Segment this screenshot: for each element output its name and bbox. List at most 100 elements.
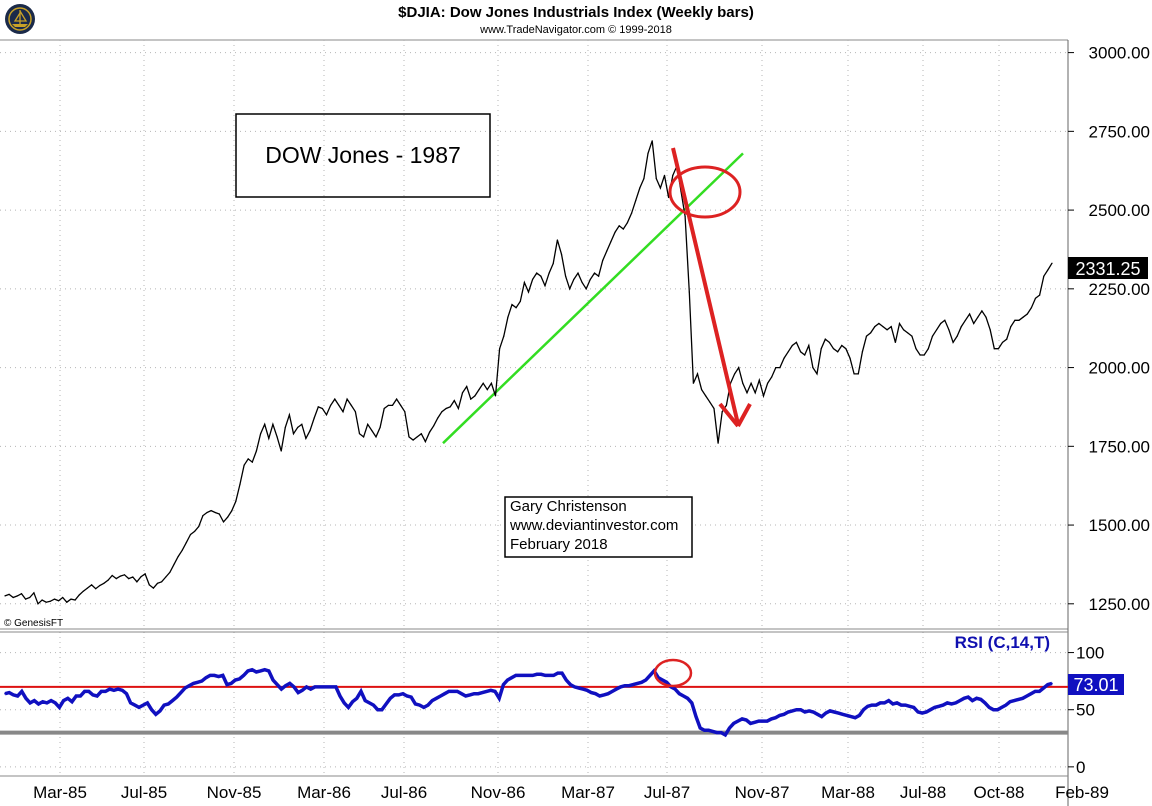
price-point (107, 579, 109, 581)
price-point (231, 510, 233, 512)
rsi-point (892, 703, 894, 705)
price-point (878, 322, 880, 325)
rsi-point (150, 708, 153, 711)
price-point (812, 367, 814, 369)
rsi-point (238, 678, 241, 680)
rsi-point (640, 681, 643, 684)
price-point (466, 385, 468, 388)
price-point (251, 461, 253, 463)
rsi-point (858, 714, 861, 717)
price-point (622, 228, 624, 230)
price-point (383, 407, 385, 410)
price-point (255, 450, 257, 452)
rsi-point (381, 708, 383, 711)
price-point (692, 382, 695, 384)
rsi-point (862, 708, 865, 711)
price-point (95, 588, 97, 590)
rsi-point (854, 716, 856, 719)
price-point (408, 436, 410, 438)
rsi-point (92, 694, 94, 696)
rsi-point (728, 727, 731, 729)
price-point (214, 511, 216, 514)
price-point (911, 335, 913, 337)
rsi-point (552, 674, 555, 677)
price-point (915, 348, 917, 350)
price-point (103, 582, 105, 584)
price-point (91, 584, 93, 586)
rsi-point (163, 704, 165, 706)
price-point (486, 389, 488, 391)
price-point (1026, 313, 1028, 315)
price-points (4, 140, 1053, 605)
rsi-point (230, 682, 232, 685)
rsi-point (75, 695, 77, 697)
rsi-point (959, 699, 961, 702)
rsi-point (519, 674, 521, 677)
price-point (861, 351, 864, 353)
rsi-point (443, 692, 446, 695)
price-point (375, 436, 377, 438)
price-point (828, 341, 831, 343)
price-point (1047, 269, 1049, 271)
rsi-point (816, 713, 819, 716)
rsi-point (573, 686, 576, 688)
price-point (66, 601, 68, 603)
rsi-point (611, 690, 614, 693)
price-point (882, 326, 884, 328)
rsi-point (1013, 699, 1016, 702)
price-gridlines (0, 52, 1068, 605)
price-point (663, 174, 666, 176)
peak-circle (668, 165, 742, 219)
rsi-point (665, 681, 668, 684)
rsi-point (423, 706, 425, 709)
rsi-point (908, 705, 911, 708)
price-point (453, 400, 455, 402)
rsi-point (490, 689, 492, 692)
price-point (1039, 294, 1041, 296)
price-panel: 3000.00 2750.00 2500.00 2250.00 2000.00 1750.… (0, 39, 1150, 806)
rsi-point (925, 711, 928, 713)
price-point (350, 404, 352, 406)
rsi-point (779, 714, 781, 717)
price-point (391, 404, 394, 406)
rsi-point (695, 715, 697, 718)
price-point (99, 584, 101, 587)
price-point (771, 376, 773, 378)
rsi-point (783, 713, 785, 716)
rsi-point (406, 695, 408, 697)
rsi-point (808, 710, 810, 712)
author-name: Gary Christenson (510, 498, 627, 515)
rsi-point (678, 692, 681, 695)
price-point (433, 425, 435, 427)
price-point (536, 272, 538, 274)
rsi-point (305, 686, 308, 688)
price-point (853, 373, 855, 375)
price-tick-label: 2250.00 (1089, 280, 1150, 299)
price-point (849, 357, 851, 359)
price-point (857, 373, 859, 375)
rsi-point (351, 700, 354, 703)
rsi-point (280, 688, 283, 690)
rsi-point (741, 718, 743, 720)
rsi-point (712, 730, 714, 733)
price-point (734, 373, 736, 375)
rsi-point (343, 702, 346, 704)
rsi-point (770, 718, 773, 720)
time-tick-label: Nov-86 (471, 783, 526, 802)
price-point (519, 300, 521, 302)
price-point (940, 322, 942, 325)
price-point (865, 335, 868, 337)
rsi-axis: 100 50 0 (0, 644, 1104, 777)
price-point (503, 335, 505, 337)
rsi-point (155, 713, 157, 716)
rsi-point (289, 682, 291, 685)
price-point (903, 329, 905, 331)
price-point (284, 426, 286, 428)
price-point (78, 594, 80, 596)
price-last-value: 2331.25 (1075, 259, 1140, 279)
rsi-point (569, 683, 572, 686)
price-point (709, 401, 711, 403)
price-point (62, 596, 64, 599)
rsi-point (217, 675, 220, 678)
price-point (565, 275, 567, 277)
